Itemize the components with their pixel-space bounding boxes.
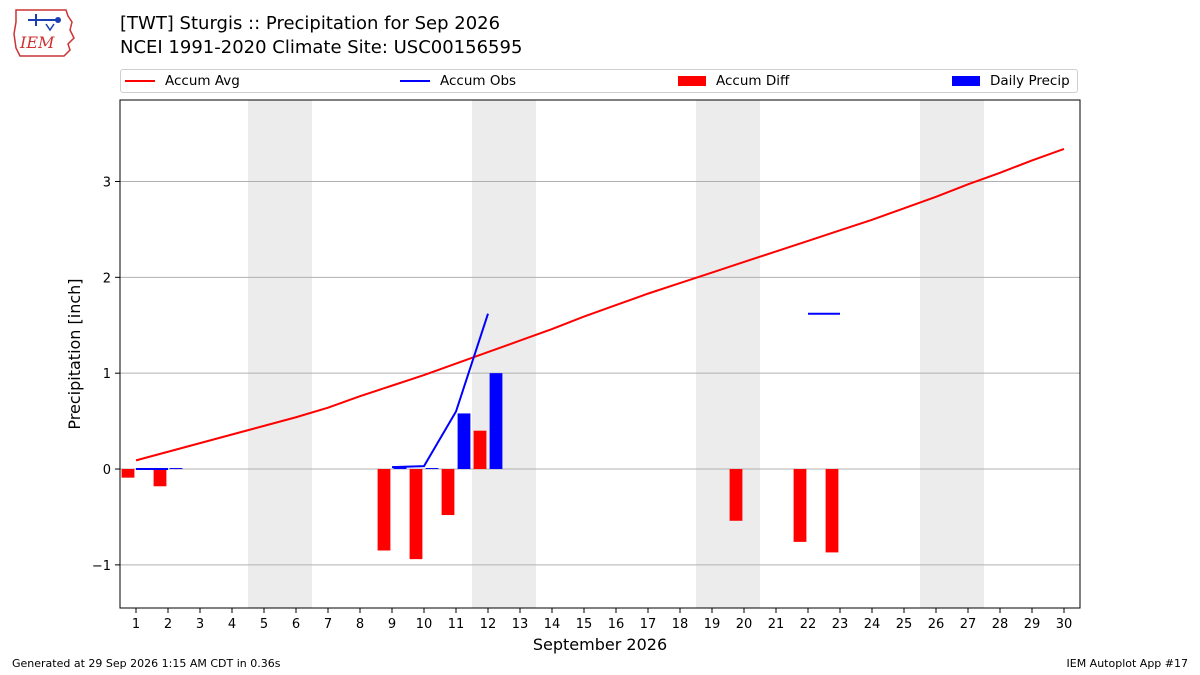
x-axis-label: September 2026: [533, 635, 667, 654]
x-tick-label: 15: [576, 617, 593, 632]
x-tick-label: 21: [768, 617, 785, 632]
x-tick-label: 4: [228, 617, 236, 632]
bar-accum-diff: [793, 469, 807, 542]
plot-frame: [119, 99, 1081, 609]
x-tick-label: 29: [1024, 617, 1041, 632]
weekend-shading: [248, 100, 984, 608]
x-tick-label: 12: [480, 617, 497, 632]
x-tick-label: 2: [164, 617, 172, 632]
legend-item-daily-precip: Daily Precip: [952, 73, 1070, 89]
x-tick-label: 23: [832, 617, 849, 632]
bar-accum-diff: [121, 469, 135, 478]
x-tick-label: 10: [416, 617, 433, 632]
bar-accum-diff: [153, 469, 167, 487]
y-tick-label: 1: [103, 367, 111, 382]
legend-label: Accum Avg: [165, 73, 240, 89]
x-tick-label: 11: [448, 617, 465, 632]
iem-logo-icon: IEM: [13, 9, 75, 57]
legend-item-accum-diff: Accum Diff: [678, 73, 789, 89]
bar-daily-precip: [393, 467, 407, 470]
legend-swatch: [125, 80, 155, 82]
logo-text: IEM: [19, 33, 55, 52]
x-tick-label: 9: [388, 617, 396, 632]
x-tick-label: 17: [640, 617, 657, 632]
x-tick-label: 1: [132, 617, 140, 632]
x-tick-label: 6: [292, 617, 300, 632]
x-tick-label: 28: [992, 617, 1009, 632]
x-tick-label: 8: [356, 617, 364, 632]
bar-accum-diff: [825, 469, 839, 553]
bar-accum-diff: [441, 469, 455, 516]
legend-label: Accum Diff: [716, 73, 790, 89]
legend-swatch: [400, 80, 430, 82]
line-accum-avg: [135, 147, 1065, 462]
y-tick-label: 0: [103, 463, 111, 478]
x-tick-label: 25: [896, 617, 913, 632]
chart-subtitle: NCEI 1991-2020 Climate Site: USC00156595: [120, 37, 523, 58]
generated-timestamp: Generated at 29 Sep 2026 1:15 AM CDT in …: [12, 657, 281, 670]
axes: 1 2 3 4 5 6 7 8 9 10 11 12 13 14 15 16 17 18 19 20 21 22 23 24 2…: [92, 99, 1081, 632]
legend-label: Accum Obs: [440, 73, 517, 89]
bar-accum-diff: [377, 469, 391, 551]
x-tick-label: 30: [1056, 617, 1073, 632]
y-tick-label: 2: [103, 271, 111, 286]
y-tick-label: −1: [92, 559, 111, 574]
bar-daily-precip: [457, 413, 471, 470]
y-axis-label: Precipitation [inch]: [65, 278, 84, 429]
x-tick-label: 24: [864, 617, 881, 632]
x-tick-label: 20: [736, 617, 753, 632]
x-tick-label: 7: [324, 617, 332, 632]
bar-accum-diff: [473, 430, 487, 470]
x-tick-label: 19: [704, 617, 721, 632]
bar-daily-precip: [489, 373, 503, 470]
bar-accum-diff: [729, 469, 743, 521]
weekend-shade-band: [920, 100, 984, 608]
weekend-shade-band: [696, 100, 760, 608]
grid-lines: [120, 180, 1080, 566]
x-tick-label: 26: [928, 617, 945, 632]
legend-label: Daily Precip: [990, 73, 1070, 89]
line-series: [135, 147, 1065, 471]
legend-swatch: [678, 76, 706, 86]
bar-daily-precip: [169, 468, 183, 470]
x-tick-label: 5: [260, 617, 268, 632]
x-tick-label: 27: [960, 617, 977, 632]
bar-series: [121, 373, 839, 560]
x-tick-label: 16: [608, 617, 625, 632]
x-tick-label: 3: [196, 617, 204, 632]
autoplot-app-id: IEM Autoplot App #17: [1066, 657, 1189, 670]
legend-item-accum-obs: Accum Obs: [400, 73, 516, 89]
bar-daily-precip: [425, 468, 439, 470]
bar-accum-diff: [409, 469, 423, 560]
x-tick-label: 14: [544, 617, 561, 632]
chart-title-block: [TWT] Sturgis :: Precipitation for Sep 2…: [120, 12, 522, 60]
legend-swatch: [952, 76, 980, 86]
x-tick-label: 13: [512, 617, 529, 632]
chart-legend: Accum Avg Accum Obs Accum Diff Daily Pre…: [120, 69, 1078, 93]
legend-item-accum-avg: Accum Avg: [125, 73, 240, 89]
x-tick-label: 22: [800, 617, 817, 632]
x-tick-label: 18: [672, 617, 689, 632]
line-accum-obs: [391, 313, 489, 469]
y-tick-label: 3: [103, 175, 111, 190]
weekend-shade-band: [248, 100, 312, 608]
chart-title: [TWT] Sturgis :: Precipitation for Sep 2…: [120, 13, 501, 34]
